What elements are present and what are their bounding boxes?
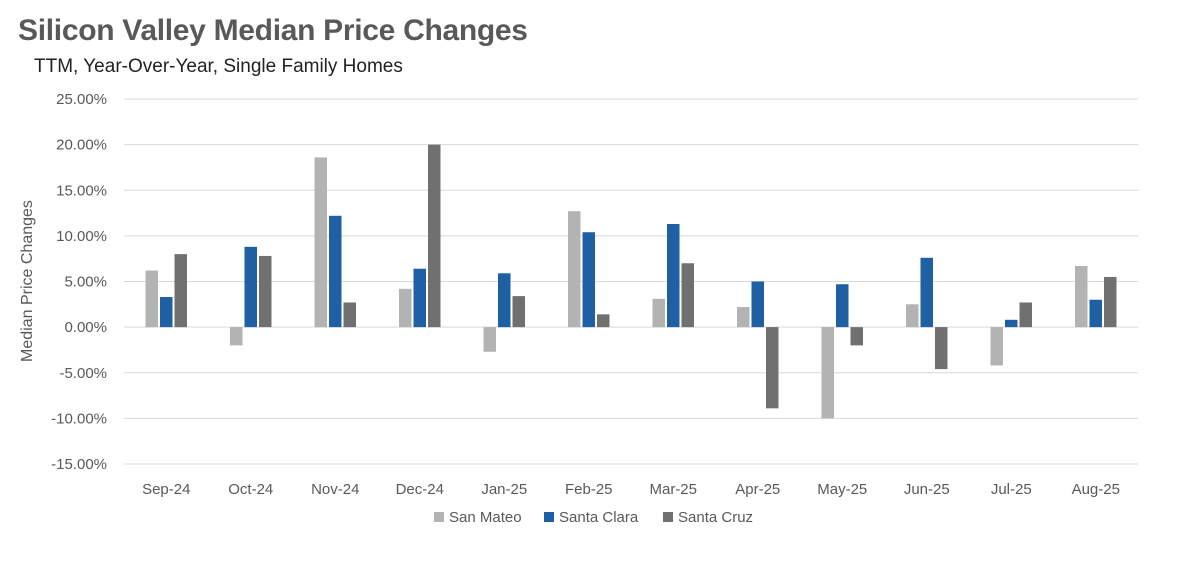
bar-san-mateo	[1075, 265, 1088, 328]
bar-san-mateo	[906, 304, 919, 328]
chart-title: Silicon Valley Median Price Changes	[18, 14, 528, 47]
y-tick-label: 0.00%	[64, 319, 107, 336]
x-tick-label: Aug-25	[1072, 481, 1120, 498]
x-tick-label: Feb-25	[565, 481, 613, 498]
bar-san-mateo	[230, 327, 243, 346]
y-tick-label: 20.00%	[56, 137, 107, 154]
bar-santa-cruz	[512, 296, 525, 328]
x-tick-label: Mar-25	[649, 481, 697, 498]
chart-subtitle: TTM, Year-Over-Year, Single Family Homes	[34, 56, 403, 77]
legend-label: San Mateo	[449, 509, 522, 526]
x-axis-ticks: Sep-24 Oct-24 Nov-24 Dec-24 Jan-25 Feb-25 Mar-…	[142, 481, 1120, 498]
bar-santa-cruz	[935, 327, 948, 370]
bar-san-mateo	[990, 327, 1003, 366]
x-tick-label: Sep-24	[142, 481, 190, 498]
x-tick-label: Nov-24	[311, 481, 359, 498]
legend-label: Santa Cruz	[678, 509, 753, 526]
x-tick-label: Apr-25	[735, 481, 780, 498]
bar-santa-cruz	[681, 263, 694, 328]
legend-label: Santa Clara	[559, 509, 639, 526]
bar-santa-clara	[667, 224, 680, 328]
gridlines	[124, 98, 1138, 465]
bar-santa-cruz	[174, 254, 187, 328]
y-tick-label: 5.00%	[64, 274, 107, 291]
bar-san-mateo	[821, 327, 834, 419]
bar-santa-clara	[836, 284, 849, 328]
y-tick-label: -5.00%	[59, 365, 107, 382]
x-tick-label: Jun-25	[904, 481, 950, 498]
bar-san-mateo	[568, 211, 581, 328]
bar-santa-clara	[582, 232, 595, 328]
bar-santa-cruz	[343, 302, 356, 328]
bar-santa-cruz	[428, 144, 441, 328]
y-tick-label: 15.00%	[56, 182, 107, 199]
x-tick-label: Dec-24	[396, 481, 444, 498]
y-tick-label: 25.00%	[56, 91, 107, 108]
bar-san-mateo	[483, 327, 496, 352]
bar-santa-cruz	[1019, 302, 1032, 328]
x-tick-label: Jan-25	[481, 481, 527, 498]
bar-santa-cruz	[1104, 276, 1117, 328]
bar-san-mateo	[652, 298, 665, 328]
legend-swatch	[544, 512, 554, 522]
bar-santa-clara	[413, 268, 426, 328]
y-tick-label: 10.00%	[56, 228, 107, 245]
bar-san-mateo	[145, 270, 158, 328]
y-tick-label: -15.00%	[51, 456, 107, 473]
legend-swatch	[434, 512, 444, 522]
bar-santa-clara	[1089, 299, 1102, 328]
y-axis-label: Median Price Changes	[19, 200, 36, 362]
bar-santa-clara	[329, 215, 342, 328]
y-axis-ticks: 25.00% 20.00% 15.00% 10.00% 5.00% 0.00% -5.00%…	[51, 91, 107, 473]
x-tick-label: Jul-25	[991, 481, 1032, 498]
y-tick-label: -10.00%	[51, 410, 107, 427]
legend-swatch	[663, 512, 673, 522]
bar-santa-cruz	[259, 255, 272, 328]
bar-santa-clara	[498, 273, 511, 328]
bar-santa-clara	[920, 257, 933, 328]
bar-santa-clara	[244, 246, 257, 328]
bar-santa-cruz	[766, 327, 779, 409]
bar-san-mateo	[314, 157, 327, 328]
bar-san-mateo	[737, 307, 750, 328]
x-tick-label: Oct-24	[228, 481, 273, 498]
bar-santa-cruz	[850, 327, 863, 346]
bars	[145, 144, 1117, 419]
x-tick-label: May-25	[817, 481, 867, 498]
bar-santa-clara	[160, 297, 173, 328]
bar-santa-clara	[751, 281, 764, 328]
legend: San Mateo Santa Clara Santa Cruz	[434, 509, 753, 526]
bar-santa-clara	[1005, 319, 1018, 328]
bar-santa-cruz	[597, 314, 610, 328]
bar-san-mateo	[399, 288, 412, 328]
